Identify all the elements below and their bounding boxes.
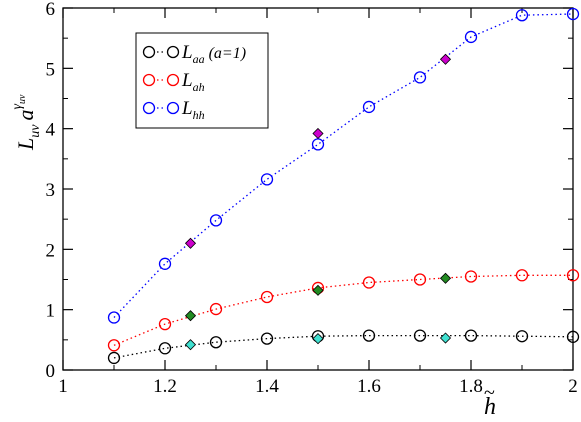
y-tick-label: 4: [46, 120, 56, 141]
diamond-point: [312, 333, 324, 345]
data-point: [362, 276, 376, 289]
data-point: [158, 342, 172, 355]
y-tick-label: 5: [46, 59, 56, 80]
series-line: [113, 274, 573, 346]
data-point: [362, 329, 376, 342]
legend-item-2: Lhh: [142, 98, 205, 122]
y-label-supsub: uv: [17, 94, 28, 104]
data-point: [311, 138, 325, 151]
diamond-point: [184, 237, 197, 249]
data-point: [413, 71, 427, 84]
data-point: [260, 332, 274, 345]
y-tick-label: 0: [46, 361, 56, 382]
x-tick-label: 1.4: [255, 376, 279, 397]
x-axis-label: h: [484, 394, 496, 420]
y-tick-label: 3: [46, 180, 56, 201]
data-point: [515, 9, 529, 22]
data-point: [464, 329, 478, 342]
data-point: [515, 330, 529, 343]
legend-label: Lah: [181, 70, 205, 94]
x-axis-ticks: 1 1.2 1.4 1.6 1.8 2: [58, 8, 578, 397]
y-label-sub: uv: [28, 124, 43, 138]
series-2: [107, 7, 580, 324]
data-point: [209, 214, 223, 227]
y-label-sup: γ: [10, 104, 25, 110]
x-tick-label: 1.2: [153, 376, 177, 397]
y-label-a: a: [13, 110, 38, 121]
data-point: [413, 329, 427, 342]
y-axis-ticks: 0 1 2 3 4 5 6: [46, 0, 573, 382]
diamond-point: [439, 272, 452, 284]
data-point: [464, 30, 478, 44]
legend-item-1: Lah: [142, 70, 205, 94]
data-point: [566, 269, 580, 282]
legend-item-0: Laa (a=1): [142, 42, 246, 66]
data-point: [464, 270, 478, 283]
x-tick-label: 1.6: [357, 376, 381, 397]
data-point: [260, 290, 274, 304]
data-point: [260, 173, 274, 186]
diamond-point: [312, 284, 324, 296]
data-point: [107, 311, 121, 324]
y-label-main: L: [13, 138, 38, 151]
data-point: [566, 330, 580, 343]
x-axis-label-tilde: ~: [484, 382, 495, 404]
diamond-point: [184, 339, 197, 351]
diamond-point: [184, 310, 197, 322]
legend: Laa (a=1) Lah Lhh: [135, 32, 269, 129]
diamond-point: [439, 53, 452, 65]
y-axis-label: Luvaγuv: [10, 94, 43, 151]
data-point: [107, 339, 121, 352]
data-point: [566, 7, 580, 21]
diamond-point: [439, 332, 452, 344]
series-1: [107, 269, 580, 352]
y-tick-label: 1: [46, 301, 56, 322]
x-tick-label: 1.8: [459, 376, 483, 397]
legend-marker: [142, 101, 156, 115]
legend-label: Lhh: [181, 98, 205, 122]
series-layer: [107, 7, 580, 365]
legend-marker: [166, 73, 180, 87]
data-point: [107, 351, 121, 365]
data-point: [362, 100, 376, 114]
diamond-point: [312, 127, 324, 140]
legend-label: Laa (a=1): [181, 42, 246, 66]
series-line: [113, 334, 574, 359]
legend-marker: [142, 45, 156, 59]
data-point: [158, 317, 172, 331]
x-tick-label: 2: [568, 376, 578, 397]
data-point: [209, 302, 223, 316]
x-tick-label: 1: [58, 376, 68, 397]
data-point: [515, 269, 529, 282]
y-tick-label: 6: [46, 0, 56, 20]
data-point: [209, 336, 223, 349]
y-tick-label: 2: [46, 240, 56, 261]
legend-marker: [166, 45, 180, 59]
legend-marker: [142, 73, 156, 87]
legend-marker: [166, 101, 180, 115]
data-point: [158, 257, 172, 270]
series-0: [107, 329, 580, 365]
data-point: [413, 273, 427, 286]
